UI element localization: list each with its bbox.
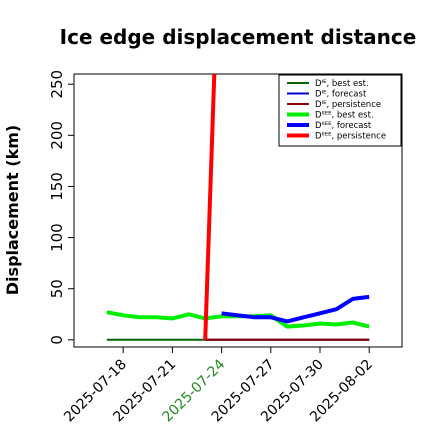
series-line-4 [221,294,370,324]
y-tick-label: 0 [48,335,66,345]
y-tick-label: 100 [48,223,66,252]
series-layer [106,74,370,341]
chart-title: Ice edge displacement distance [60,25,417,49]
y-tick-label: 150 [48,172,66,201]
y-tick-label: 200 [48,121,66,150]
legend-label: Dᴵᴵᴱᴱ, best est. [315,111,374,121]
y-axis: 0 50 100 150 200 250 [48,70,74,345]
legend-label: Dᴵᴵᴱᴱ, forecast [315,121,372,131]
y-axis-label: Displacement (km) [3,125,22,295]
legend-label: Dᴵᴱ, best est. [315,79,369,89]
y-tick-label: 250 [48,70,66,99]
y-tick-label: 50 [48,279,66,298]
x-axis: 2025-07-182025-07-212025-07-242025-07-27… [61,347,376,425]
series-line-5 [203,74,217,340]
legend-label: Dᴵᴵᴱᴱ, persistence [315,132,386,142]
plot-frame [73,73,403,348]
legend-label: Dᴵᴱ, persistence [315,100,381,110]
legend-label: Dᴵᴱ, forecast [315,90,367,100]
